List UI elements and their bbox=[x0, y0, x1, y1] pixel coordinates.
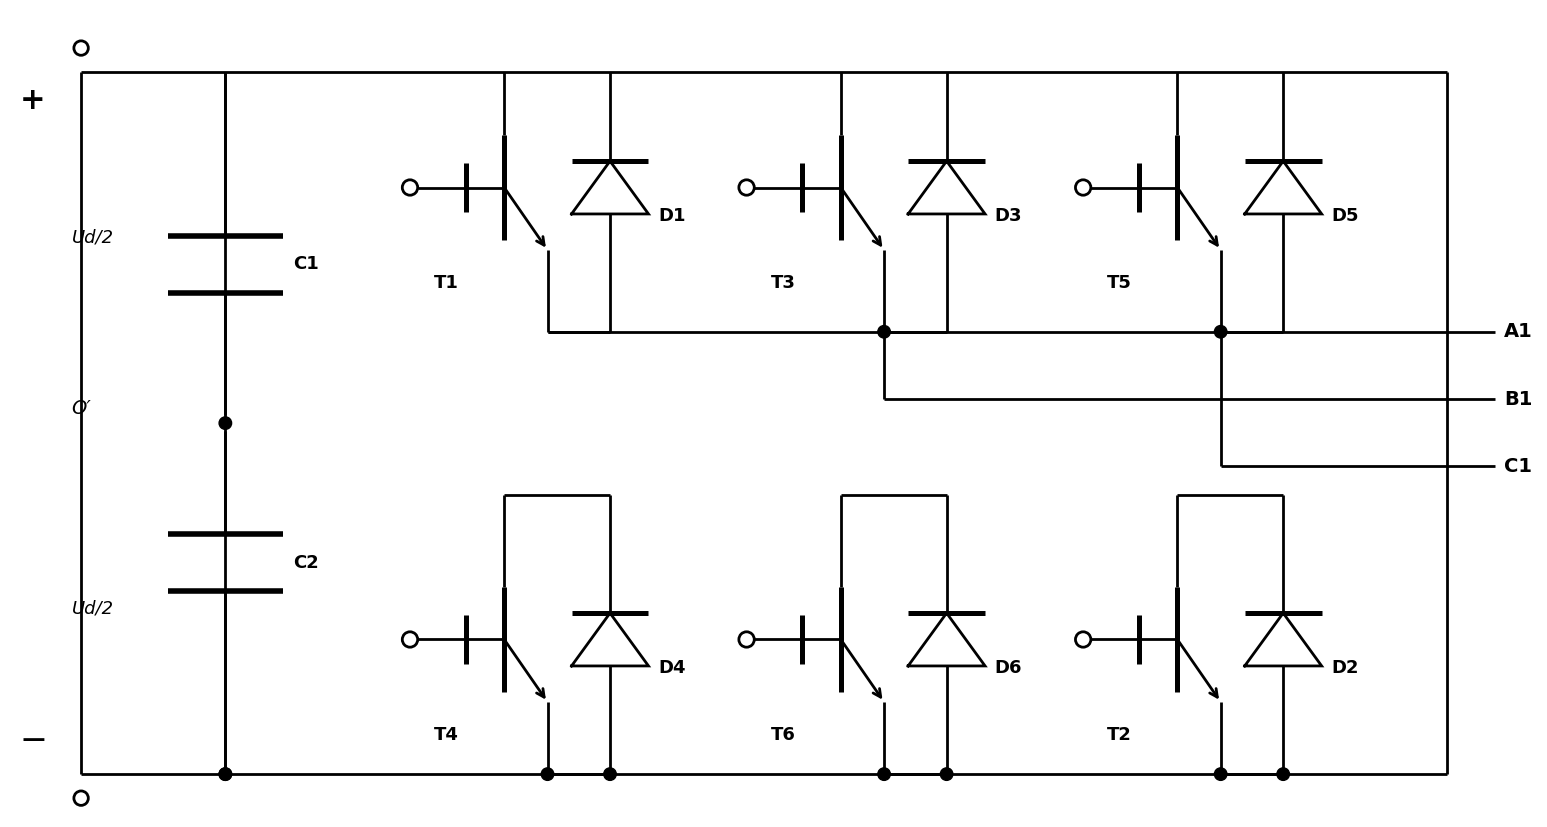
Circle shape bbox=[941, 768, 953, 781]
Text: T3: T3 bbox=[770, 274, 795, 292]
Text: T4: T4 bbox=[435, 726, 459, 744]
Circle shape bbox=[220, 768, 232, 781]
Circle shape bbox=[877, 326, 891, 338]
Text: D1: D1 bbox=[657, 208, 685, 226]
Text: C1: C1 bbox=[292, 256, 319, 274]
Text: D5: D5 bbox=[1332, 208, 1358, 226]
Circle shape bbox=[220, 417, 232, 429]
Circle shape bbox=[1214, 768, 1227, 781]
Circle shape bbox=[541, 768, 554, 781]
Text: D3: D3 bbox=[995, 208, 1023, 226]
Text: D4: D4 bbox=[657, 659, 685, 677]
Text: T6: T6 bbox=[770, 726, 795, 744]
Text: B1: B1 bbox=[1504, 390, 1533, 409]
Circle shape bbox=[603, 768, 616, 781]
Text: T2: T2 bbox=[1108, 726, 1132, 744]
Text: −: − bbox=[19, 724, 46, 757]
Circle shape bbox=[220, 768, 232, 781]
Text: D2: D2 bbox=[1332, 659, 1358, 677]
Text: +: + bbox=[20, 87, 46, 116]
Circle shape bbox=[877, 768, 891, 781]
Text: C1: C1 bbox=[1504, 457, 1533, 476]
Text: Ud/2: Ud/2 bbox=[71, 600, 113, 617]
Text: A1: A1 bbox=[1504, 323, 1533, 342]
Text: D6: D6 bbox=[995, 659, 1023, 677]
Text: T1: T1 bbox=[435, 274, 459, 292]
Text: O′: O′ bbox=[71, 399, 91, 418]
Circle shape bbox=[1276, 768, 1290, 781]
Text: C2: C2 bbox=[292, 553, 319, 571]
Text: Ud/2: Ud/2 bbox=[71, 229, 113, 247]
Text: T5: T5 bbox=[1108, 274, 1132, 292]
Circle shape bbox=[1214, 326, 1227, 338]
